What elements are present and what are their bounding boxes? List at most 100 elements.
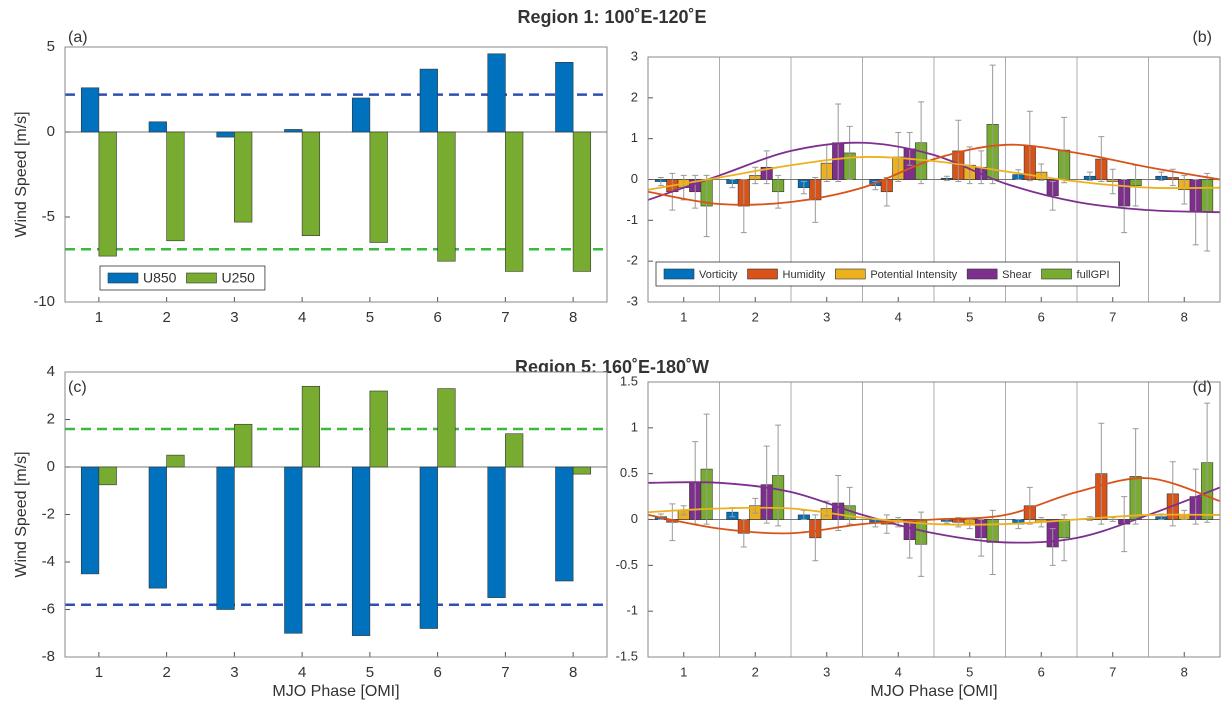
error-bar bbox=[1204, 402, 1211, 523]
error-bar bbox=[989, 64, 996, 185]
error-bar bbox=[943, 175, 950, 181]
error-bar bbox=[846, 125, 853, 180]
error-bar bbox=[763, 150, 770, 185]
y-tick-label: -8 bbox=[42, 648, 55, 665]
bar bbox=[166, 454, 185, 468]
bar bbox=[301, 385, 321, 468]
error-bar bbox=[812, 514, 819, 562]
x-tick-label: 1 bbox=[680, 309, 687, 324]
bar bbox=[351, 97, 371, 133]
x-tick-label: 2 bbox=[752, 309, 759, 324]
x-tick-label: 1 bbox=[95, 664, 103, 681]
panel-label: (d) bbox=[1192, 379, 1212, 396]
y-tick-label: -2 bbox=[42, 505, 55, 522]
y-tick-label: 4 bbox=[47, 363, 55, 380]
x-tick-label: 1 bbox=[95, 309, 103, 326]
bar bbox=[148, 121, 167, 133]
x-tick-label: 5 bbox=[966, 309, 973, 324]
bar bbox=[98, 131, 117, 257]
x-tick-label: 7 bbox=[501, 309, 509, 326]
y-tick-label: -6 bbox=[42, 600, 55, 617]
error-bar bbox=[752, 166, 759, 185]
legend-swatch bbox=[835, 268, 866, 280]
bar bbox=[234, 423, 253, 468]
legend-swatch bbox=[663, 268, 695, 280]
bar bbox=[284, 129, 303, 133]
error-bar bbox=[703, 413, 710, 525]
y-tick-label: -1.5 bbox=[616, 648, 638, 663]
y-tick-label: 5 bbox=[47, 38, 55, 55]
axes-frame bbox=[64, 371, 608, 658]
x-tick-label: 8 bbox=[1181, 664, 1188, 679]
error-bar bbox=[1086, 171, 1093, 181]
panel-label: (c) bbox=[68, 379, 87, 396]
error-bar bbox=[703, 174, 710, 238]
bar bbox=[234, 131, 253, 223]
x-axis-label: MJO Phase [OMI] bbox=[272, 683, 399, 700]
error-bar bbox=[763, 445, 770, 524]
error-bar bbox=[955, 119, 962, 183]
bar bbox=[98, 466, 117, 486]
x-tick-label: 2 bbox=[752, 664, 759, 679]
error-bar bbox=[1026, 486, 1033, 525]
x-tick-label: 2 bbox=[162, 309, 170, 326]
y-tick-label: -1 bbox=[626, 603, 638, 618]
axes-frame bbox=[64, 46, 608, 303]
legend-label: Humidity bbox=[783, 269, 826, 281]
x-tick-label: 3 bbox=[823, 309, 830, 324]
bar bbox=[419, 68, 438, 133]
y-tick-label: 0 bbox=[631, 171, 638, 186]
x-tick-label: 5 bbox=[366, 309, 374, 326]
x-tick-label: 5 bbox=[966, 664, 973, 679]
legend-swatch bbox=[1041, 268, 1072, 280]
bar bbox=[166, 131, 185, 242]
error-bar bbox=[1158, 171, 1165, 181]
x-tick-label: 4 bbox=[895, 664, 902, 679]
error-bar bbox=[812, 176, 819, 223]
fit-curve bbox=[647, 506, 1221, 526]
error-bar bbox=[1038, 163, 1045, 181]
fit-curve bbox=[647, 477, 1221, 535]
y-tick-label: 0 bbox=[47, 458, 55, 475]
error-bar bbox=[800, 181, 807, 195]
panel-label: (a) bbox=[68, 29, 88, 46]
fit-curve bbox=[647, 156, 1221, 191]
bar bbox=[437, 131, 456, 262]
x-tick-label: 6 bbox=[433, 664, 441, 681]
y-tick-label: 0 bbox=[631, 511, 638, 526]
x-tick-label: 6 bbox=[1038, 664, 1045, 679]
x-tick-label: 8 bbox=[1181, 309, 1188, 324]
bar bbox=[80, 466, 100, 575]
y-tick-label: 2 bbox=[631, 89, 638, 104]
x-tick-label: 4 bbox=[298, 664, 306, 681]
axes-frame bbox=[647, 56, 1221, 303]
y-axis-label: Wind Speed [m/s] bbox=[13, 111, 30, 237]
bar bbox=[505, 131, 524, 272]
bar bbox=[351, 466, 371, 636]
error-bar bbox=[1015, 169, 1022, 180]
fit-curve bbox=[647, 481, 1221, 544]
x-tick-label: 3 bbox=[823, 664, 830, 679]
x-tick-label: 7 bbox=[1109, 309, 1116, 324]
bar bbox=[80, 87, 100, 133]
x-tick-label: 7 bbox=[1109, 664, 1116, 679]
y-tick-label: 0 bbox=[47, 123, 55, 140]
legend bbox=[99, 265, 266, 291]
y-axis-label: Wind Speed [m/s] bbox=[13, 451, 30, 577]
x-tick-label: 8 bbox=[569, 664, 577, 681]
legend-swatch bbox=[186, 272, 217, 284]
error-bar bbox=[1061, 514, 1068, 562]
x-tick-label: 1 bbox=[680, 664, 687, 679]
region-title: Region 1: 100˚E-120˚E bbox=[517, 7, 706, 27]
plot-area bbox=[65, 372, 607, 657]
error-bar bbox=[1121, 179, 1128, 234]
error-bar bbox=[835, 475, 842, 531]
bar bbox=[437, 388, 456, 468]
axes-frame bbox=[647, 381, 1221, 658]
legend-label: Shear bbox=[1002, 269, 1032, 281]
x-tick-label: 2 bbox=[162, 664, 170, 681]
error-bar bbox=[1181, 174, 1188, 205]
y-tick-label: -5 bbox=[42, 208, 55, 225]
legend-label: Vorticity bbox=[699, 269, 738, 281]
